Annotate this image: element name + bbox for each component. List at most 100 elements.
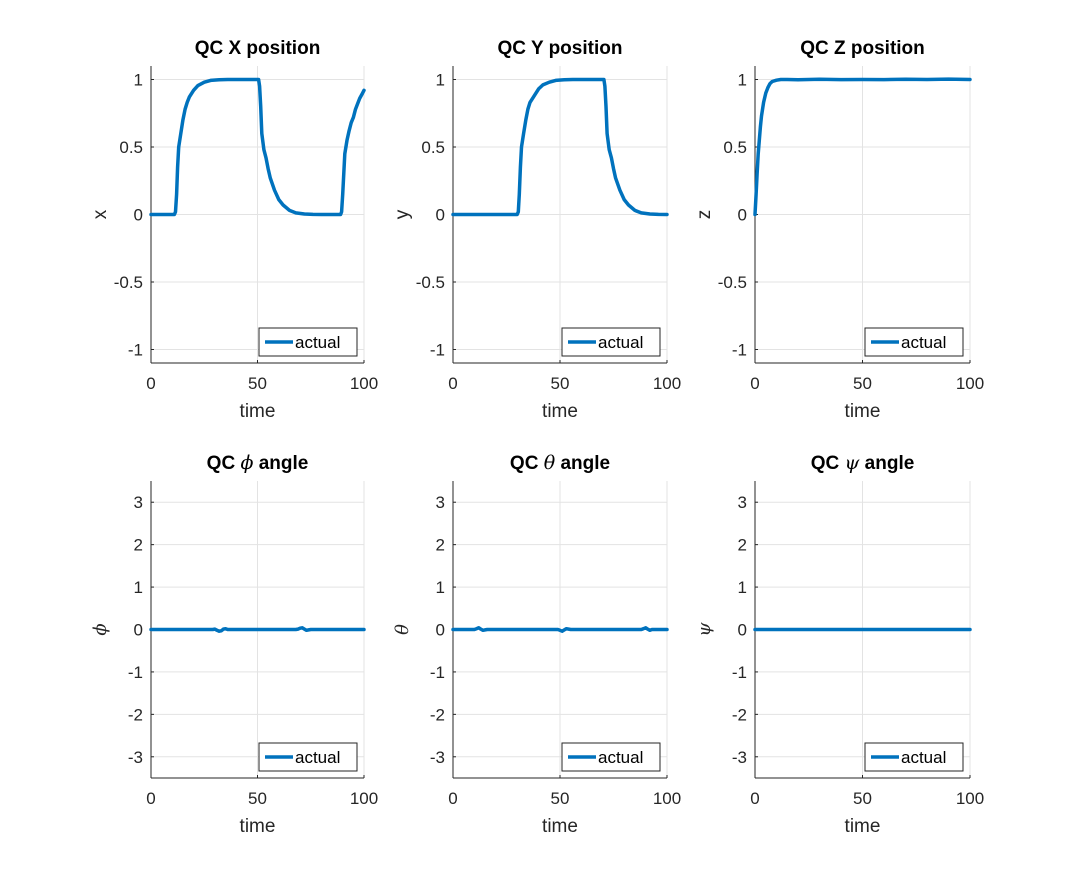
chart-title: QC ψ angle [811,452,915,474]
x-tick-label: 0 [750,789,759,808]
y-axis-label: ψ [694,622,715,637]
x-tick-label: 100 [653,789,681,808]
x-axis-label: time [240,401,276,422]
x-tick-label: 50 [853,789,872,808]
x-tick-label: 0 [146,789,155,808]
y-tick-label: -2 [430,705,445,724]
y-tick-label: -1 [128,341,143,360]
title-symbol: ϕ [240,452,253,474]
x-axis-label: time [542,816,578,837]
legend[interactable]: actual [561,327,661,357]
legend-entry: actual [598,748,643,767]
y-tick-label: 0 [738,621,747,640]
y-axis-label: y [392,209,413,219]
y-tick-label: -3 [732,748,747,767]
y-tick-label: -3 [430,748,445,767]
y-axis-label: θ [392,624,413,635]
legend[interactable]: actual [864,742,964,772]
series-line-1 [149,626,366,633]
y-tick-label: -0.5 [114,273,143,292]
x-tick-label: 50 [551,374,570,393]
y-tick-label: 0.5 [421,138,445,157]
y-tick-label: -3 [128,748,143,767]
x-axis-label: time [240,816,276,837]
x-tick-label: 50 [551,789,570,808]
y-tick-label: 1 [134,71,143,90]
subplot-3: 0 50 100 -1 -0.5 0 0.5 1 time z QC Z position actua… [694,38,984,422]
y-tick-label: 2 [738,536,747,555]
x-tick-label: 100 [956,789,984,808]
title-symbol: θ [544,452,556,474]
title-suffix: angle [560,453,610,474]
y-tick-label: 1 [436,71,445,90]
y-tick-label: 2 [436,536,445,555]
x-tick-label: 50 [248,374,267,393]
x-tick-label: 0 [448,789,457,808]
x-tick-label: 0 [146,374,155,393]
y-tick-label: 0 [738,206,747,225]
y-tick-label: -1 [732,341,747,360]
y-tick-label: 0 [436,206,445,225]
x-tick-label: 100 [653,374,681,393]
title-suffix: angle [865,453,915,474]
series-line-1 [451,77,669,217]
y-tick-label: 3 [436,493,445,512]
x-axis-label: time [542,401,578,422]
y-tick-label: 1 [436,578,445,597]
title-prefix: QC [207,453,236,474]
title-suffix: angle [259,453,309,474]
y-tick-label: 1 [738,71,747,90]
x-axis-label: time [845,816,881,837]
chart-title: QC Y position [498,38,623,59]
y-tick-label: 0 [134,621,143,640]
subplot-2: 0 50 100 -1 -0.5 0 0.5 1 time y QC Y position actua… [392,38,681,422]
legend-entry: actual [598,333,643,352]
legend-entry: actual [295,748,340,767]
y-tick-label: 1 [738,578,747,597]
chart-title: QC X position [195,38,321,59]
y-tick-label: 0 [134,206,143,225]
x-tick-label: 0 [448,374,457,393]
y-tick-label: 3 [738,493,747,512]
y-tick-label: -1 [430,663,445,682]
title-prefix: QC [811,453,840,474]
series-line-1 [451,626,669,633]
x-tick-label: 100 [350,374,378,393]
y-axis-label: z [694,210,715,220]
y-tick-label: 3 [134,493,143,512]
legend-entry: actual [901,333,946,352]
legend[interactable]: actual [258,742,358,772]
title-prefix: QC [510,453,539,474]
y-tick-label: 0.5 [119,138,143,157]
title-symbol: ψ [844,452,860,474]
legend[interactable]: actual [258,327,358,357]
legend-entry: actual [901,748,946,767]
y-tick-label: 0 [436,621,445,640]
y-tick-label: -1 [128,663,143,682]
y-tick-label: 1 [134,578,143,597]
subplot-1: 0 50 100 -1 -0.5 0 0.5 1 time x QC X position actua… [90,38,378,422]
x-tick-label: 50 [853,374,872,393]
y-tick-label: -0.5 [718,273,747,292]
y-tick-label: -1 [732,663,747,682]
series-line-1 [753,77,972,217]
legend[interactable]: actual [561,742,661,772]
chart-title: QC ϕ angle [207,452,309,474]
y-axis-label: x [90,209,111,219]
chart-title: QC θ angle [510,452,610,474]
x-tick-label: 50 [248,789,267,808]
legend[interactable]: actual [864,327,964,357]
y-tick-label: 0.5 [723,138,747,157]
x-tick-label: 100 [350,789,378,808]
legend-box [561,327,661,357]
y-tick-label: -2 [128,705,143,724]
legend-entry: actual [295,333,340,352]
y-axis-label: ϕ [90,623,111,635]
x-tick-label: 0 [750,374,759,393]
y-tick-label: 2 [134,536,143,555]
y-tick-label: -1 [430,341,445,360]
